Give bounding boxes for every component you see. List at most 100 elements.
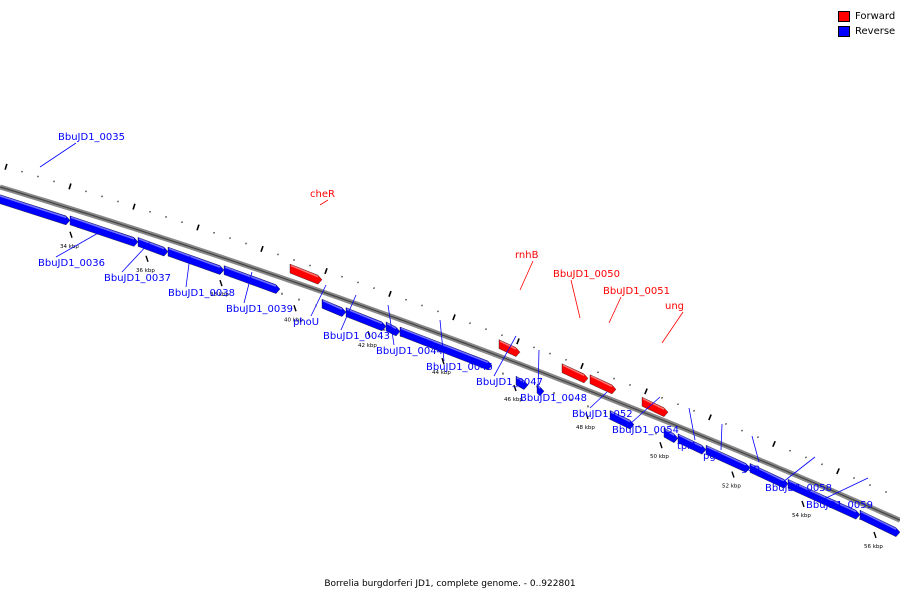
- gene-glyph-BbuJD1_0043: [345, 307, 387, 332]
- scale-tick: [741, 429, 743, 432]
- gene-leader: [243, 271, 253, 304]
- gene-label: phoU: [293, 317, 319, 328]
- legend-forward-label: Forward: [855, 11, 896, 22]
- legend-forward: Forward: [838, 9, 895, 24]
- gene-label: BbuJD1_0037: [104, 273, 171, 284]
- scale-tick: [853, 477, 855, 480]
- gene-label: BbuJD1_0051: [603, 286, 670, 297]
- gene-leader: [688, 407, 696, 441]
- gene-highlight: [0, 195, 67, 219]
- gene-label: gap: [741, 463, 760, 474]
- kbp-label: 44 kbp: [432, 370, 451, 376]
- scale-tick: [277, 253, 279, 256]
- kbp-label: 34 kbp: [60, 244, 79, 250]
- kbp-label: 50 kbp: [650, 454, 669, 460]
- gene-glyph-BbuJD1_0054: [663, 427, 679, 444]
- gene-label: BbuJD1_0044: [376, 346, 443, 357]
- scale-tick: [469, 322, 471, 325]
- scale-tick: [516, 338, 520, 345]
- scale-tick: [324, 267, 328, 275]
- kbp-label: 56 kbp: [864, 544, 883, 550]
- scale-tick: [693, 409, 695, 412]
- gene-highlight: [290, 264, 319, 278]
- scale-tick: [196, 224, 200, 231]
- kbp-label: 42 kbp: [358, 343, 377, 349]
- gene-glyph-BbuJD1_0050: [561, 363, 589, 384]
- kbp-label: 38 kbp: [210, 292, 229, 298]
- gene-label: BbuJD1_0038: [168, 288, 235, 299]
- kbp-label: 52 kbp: [722, 484, 741, 490]
- scale-tick: [708, 414, 712, 421]
- gene-leader: [39, 142, 77, 168]
- gene-leader: [310, 284, 327, 317]
- scale-tick: [885, 491, 887, 493]
- gene-label: ung: [665, 301, 684, 312]
- scale-tick: [388, 290, 392, 297]
- gene-highlight: [678, 434, 703, 448]
- kbp-label: 54 kbp: [792, 513, 811, 519]
- gene-glyph-BbuJD1_0038: [167, 246, 225, 275]
- gene-leader: [608, 296, 622, 324]
- gene-label: BbuJD1_0043: [323, 331, 390, 342]
- gene-glyph-BbuJD1_052: [609, 410, 635, 430]
- gene-glyph-phoU: [321, 298, 347, 317]
- gene-label: BbuJD1_052: [572, 409, 633, 420]
- gene-label: cheR: [310, 189, 335, 200]
- scale-tick: [789, 449, 791, 452]
- gene-leader: [519, 260, 534, 291]
- gene-glyph-BbuJD1_0035: [0, 194, 71, 226]
- gene-leader: [387, 304, 395, 346]
- gene-leader: [782, 456, 816, 483]
- scale-tick: [580, 362, 584, 370]
- gene-leader: [589, 391, 608, 409]
- gene-highlight: [168, 247, 221, 268]
- scale-tick: [533, 346, 535, 349]
- gene-glyph-BbuJD1_0039: [223, 265, 281, 294]
- scale-tick: [725, 422, 727, 425]
- gene-label: BbuJD1_0058: [765, 483, 832, 494]
- kbp-label: 36 kbp: [136, 268, 155, 274]
- scale-tick: [437, 310, 439, 313]
- scale-tick: [4, 163, 8, 170]
- gene-highlight: [610, 411, 631, 423]
- kbp-label: 48 kbp: [576, 425, 595, 431]
- scale-tick: [677, 403, 679, 406]
- gene-highlight: [138, 238, 165, 250]
- scale-tick: [565, 358, 567, 361]
- gene-leader: [751, 435, 760, 463]
- gene-leader: [121, 241, 151, 273]
- gene-label: BbuJD1_0045: [426, 362, 493, 373]
- gene-glyph-BbuJD1_0037: [137, 237, 169, 257]
- gene-leader: [570, 279, 581, 319]
- gene-glyph-BbuJD1_0051: [589, 374, 617, 395]
- gene-glyph-pgk: [705, 444, 751, 473]
- gene-glyph-BbuJD1_0059: [859, 509, 900, 537]
- gene-glyph-cheR: [289, 263, 323, 285]
- gene-leader: [823, 477, 869, 500]
- scale-tick: [836, 468, 840, 475]
- gene-highlight: [590, 375, 613, 388]
- gene-highlight: [346, 308, 383, 325]
- gene-highlight: [664, 428, 675, 436]
- gene-highlight: [750, 464, 785, 482]
- genome-caption: Borrelia burgdorferi JD1, complete genom…: [324, 579, 576, 589]
- scale-tick: [421, 304, 423, 307]
- gene-glyph-BbuJD1_0047: [515, 375, 529, 390]
- gene-leader: [629, 396, 661, 425]
- kbp-tick: [513, 384, 517, 392]
- gene-label: BbuJD1_0059: [806, 500, 873, 511]
- gene-label: BbuJD1_0048: [520, 393, 587, 404]
- scale-tick: [757, 436, 759, 439]
- gene-glyph-BbuJD1_0036: [69, 215, 139, 247]
- scale-tick: [245, 242, 247, 245]
- legend-reverse: Reverse: [838, 24, 895, 39]
- scale-tick: [549, 352, 551, 355]
- gene-label: BbuJD1_0036: [38, 258, 105, 269]
- gene-glyph-BbuJD1_0048: [536, 383, 545, 397]
- scale-tick: [772, 440, 776, 448]
- gene-label: pgk: [703, 451, 722, 462]
- kbp-label: 46 kbp: [504, 397, 523, 403]
- gene-leader: [340, 294, 357, 331]
- gene-highlight: [706, 445, 747, 466]
